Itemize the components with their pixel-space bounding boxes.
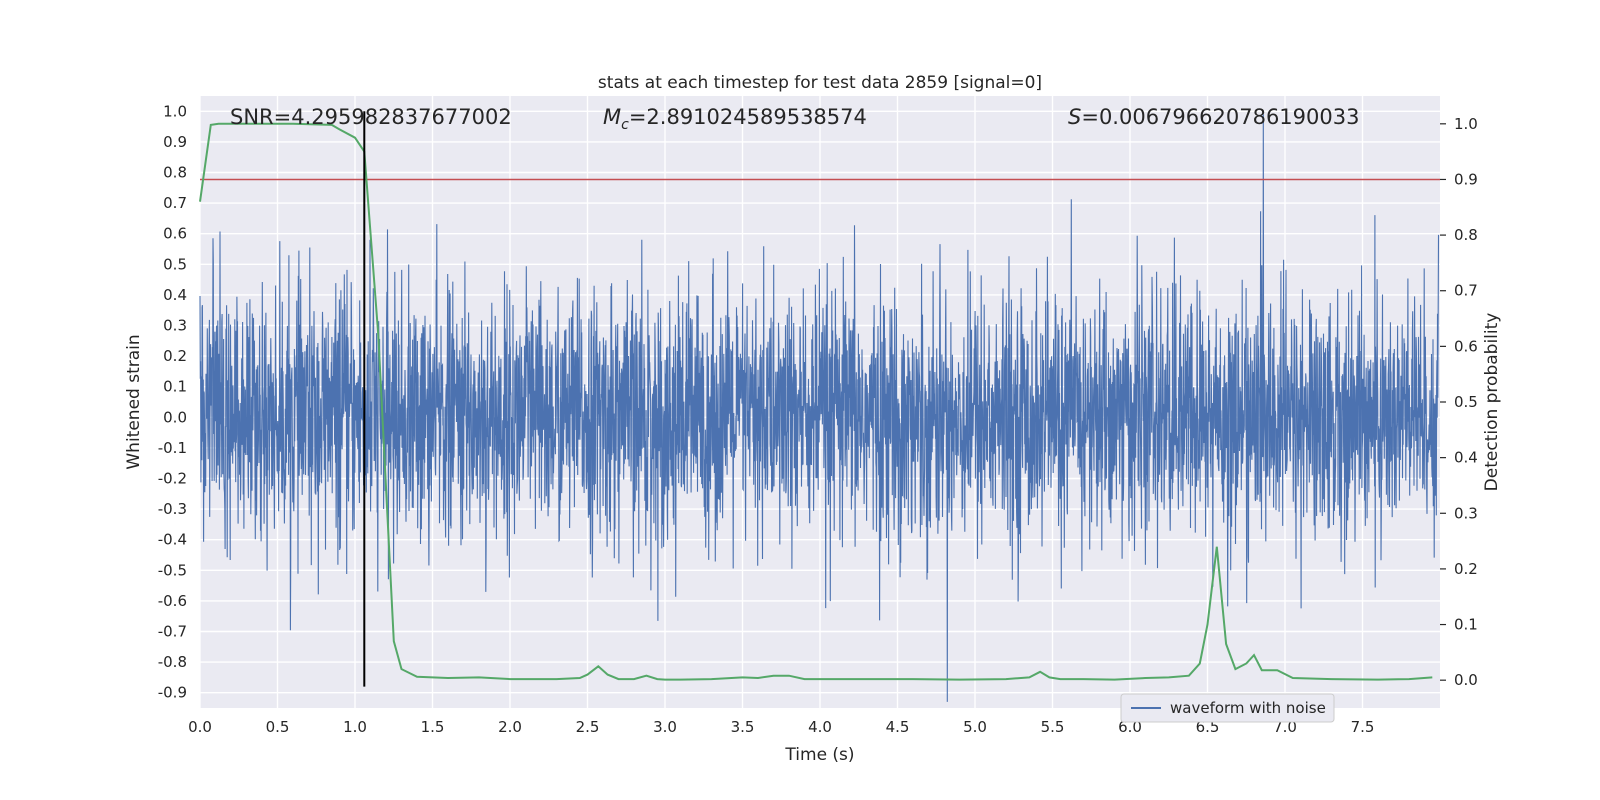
y-axis-label-right: Detection probability: [1482, 313, 1502, 492]
y-tick-label-right: 0.0: [1454, 671, 1478, 689]
y-tick-label-left: 0.7: [163, 194, 187, 212]
overlay: [199, 111, 1440, 687]
y-axis-label-left: Whitened strain: [124, 334, 144, 469]
y-tick-label-left: -0.1: [158, 439, 187, 457]
y-tick-label-left: 0.2: [163, 347, 187, 365]
y-tick-label-left: -0.5: [158, 561, 187, 579]
y-tick-label-left: 0.9: [163, 133, 187, 151]
right-axis: 1.0 0.9 0.8 0.7 0.6 0.5 0.4 0.3 0.2 0.1 0.0: [1440, 115, 1478, 689]
y-tick-label-right: 1.0: [1454, 115, 1478, 133]
x-tick-label: 3.5: [731, 718, 755, 736]
chirp-mass-subscript: c: [621, 117, 629, 133]
y-tick-label-left: 0.0: [163, 408, 187, 426]
y-tick-label-left: 0.3: [163, 317, 187, 335]
chirp-mass-annotation: Mc=2.891024589538574: [603, 105, 867, 133]
y-tick-label-left: 0.8: [163, 164, 187, 182]
waveform-series: [199, 114, 1440, 702]
legend: waveform with noise: [1120, 693, 1335, 723]
x-tick-label: 2.0: [498, 718, 522, 736]
x-tick-label: 0.0: [188, 718, 212, 736]
legend-box: [1120, 693, 1335, 723]
y-tick-label-left: 0.5: [163, 255, 187, 273]
snr-annotation: SNR=4.295982837677002: [230, 105, 512, 129]
s-value: =0.006796620786190033: [1081, 105, 1359, 129]
y-tick-label-left: -0.7: [158, 623, 187, 641]
x-tick-label: 5.0: [963, 718, 987, 736]
x-tick-label: 0.5: [266, 718, 290, 736]
left-axis: 1.0 0.9 0.8 0.7 0.6 0.5 0.4 0.3 0.2 0.1 0.0 -0.1 -0.…: [158, 102, 187, 701]
x-axis-label: Time (s): [784, 745, 854, 765]
y-tick-label-right: 0.1: [1454, 616, 1478, 634]
x-tick-label: 2.5: [576, 718, 600, 736]
y-tick-label-left: -0.2: [158, 470, 187, 488]
y-tick-label-left: 1.0: [163, 102, 187, 120]
y-tick-label-left: -0.8: [158, 653, 187, 671]
y-tick-label-right: 0.2: [1454, 560, 1478, 578]
y-tick-label-left: 0.1: [163, 378, 187, 396]
y-tick-label-left: -0.9: [158, 684, 187, 702]
s-symbol: S: [1068, 105, 1081, 129]
waveform-line: [199, 114, 1440, 702]
y-tick-label-right: 0.3: [1454, 504, 1478, 522]
y-tick-label-right: 0.6: [1454, 337, 1478, 355]
detection-probability-line: [199, 122, 1433, 681]
y-tick-label-left: 0.6: [163, 225, 187, 243]
legend-label-waveform: waveform with noise: [1170, 699, 1326, 717]
x-tick-label: 1.5: [421, 718, 445, 736]
y-tick-label-left: 0.4: [163, 286, 187, 304]
s-annotation: S=0.006796620786190033: [1068, 105, 1359, 129]
x-tick-label: 3.0: [653, 718, 677, 736]
y-tick-label-right: 0.8: [1454, 226, 1478, 244]
y-tick-label-right: 0.4: [1454, 449, 1478, 467]
x-tick-label: 1.0: [343, 718, 367, 736]
y-tick-label-left: -0.6: [158, 592, 187, 610]
chirp-mass-value: =2.891024589538574: [629, 105, 867, 129]
chart-title: stats at each timestep for test data 285…: [598, 73, 1042, 93]
y-tick-label-right: 0.7: [1454, 282, 1478, 300]
y-tick-label-right: 0.9: [1454, 170, 1478, 188]
y-tick-label-left: -0.3: [158, 500, 187, 518]
y-tick-label-right: 0.5: [1454, 393, 1478, 411]
x-tick-label: 5.5: [1041, 718, 1065, 736]
y-tick-label-left: -0.4: [158, 531, 187, 549]
x-tick-label: 7.5: [1351, 718, 1375, 736]
chirp-mass-symbol: M: [603, 105, 621, 129]
x-tick-label: 4.5: [886, 718, 910, 736]
x-tick-label: 4.0: [808, 718, 832, 736]
